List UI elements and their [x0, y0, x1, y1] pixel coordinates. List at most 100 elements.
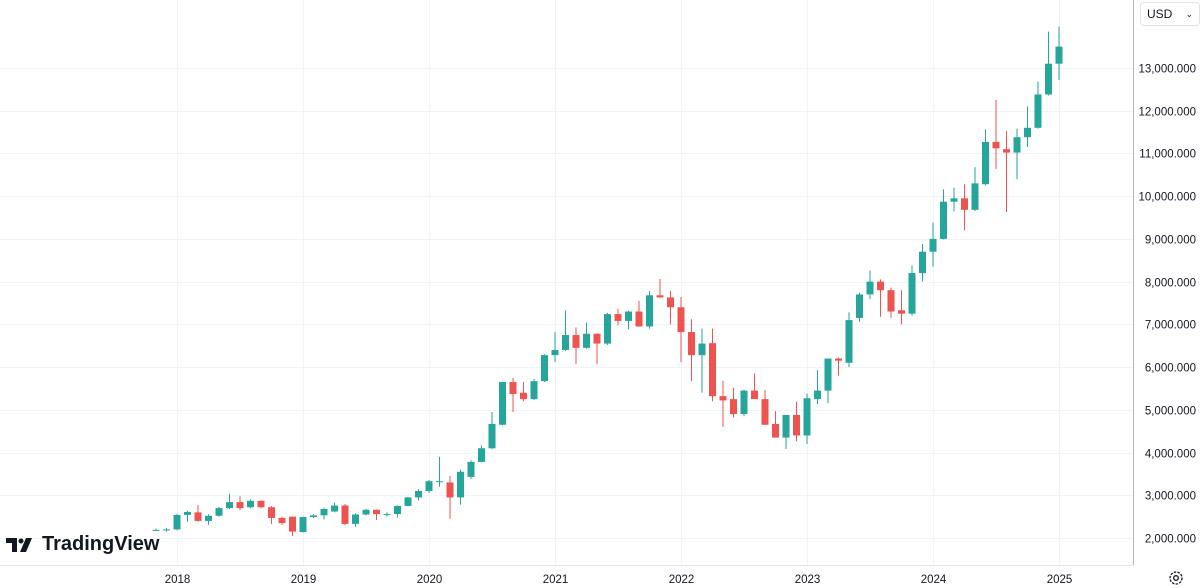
candle-body — [667, 297, 674, 308]
candle[interactable] — [289, 516, 296, 536]
candle[interactable] — [719, 380, 727, 427]
candle[interactable] — [457, 469, 464, 505]
candle[interactable] — [341, 503, 349, 526]
candle[interactable] — [478, 445, 485, 463]
candle[interactable] — [593, 333, 601, 365]
candle[interactable] — [814, 370, 821, 405]
candle[interactable] — [751, 373, 758, 400]
candle[interactable] — [635, 300, 643, 327]
candle-body — [163, 529, 170, 531]
candle[interactable] — [845, 312, 853, 368]
candle[interactable] — [436, 456, 443, 487]
tradingview-logo[interactable]: TradingView — [6, 533, 159, 556]
candle[interactable] — [887, 287, 895, 318]
candle[interactable] — [215, 506, 223, 517]
candle[interactable] — [982, 129, 989, 186]
candle[interactable] — [940, 189, 947, 240]
candle[interactable] — [404, 496, 412, 507]
candle[interactable] — [247, 499, 254, 509]
candle[interactable] — [299, 516, 307, 533]
candle[interactable] — [467, 460, 475, 480]
candle[interactable] — [352, 513, 359, 527]
time-axis[interactable]: 2018 2019 2020 2021 2022 2023 2024 2025 — [165, 574, 1073, 586]
candle[interactable] — [1055, 26, 1063, 80]
gear-icon[interactable] — [1168, 570, 1184, 586]
candle[interactable] — [562, 310, 569, 351]
candle[interactable] — [1045, 31, 1052, 96]
candle[interactable] — [1024, 106, 1031, 148]
candle[interactable] — [425, 479, 433, 494]
candle-body — [1013, 137, 1021, 153]
candle[interactable] — [152, 528, 160, 532]
candle[interactable] — [782, 414, 790, 450]
candle[interactable] — [604, 312, 611, 345]
candle[interactable] — [656, 279, 664, 298]
candle[interactable] — [331, 502, 338, 513]
candle[interactable] — [877, 279, 884, 317]
candle[interactable] — [394, 505, 401, 518]
candle[interactable] — [488, 411, 496, 450]
currency-selector[interactable]: USD ⌄ — [1140, 2, 1200, 26]
y-tick-label: 7,000.000 — [1145, 320, 1196, 332]
candle[interactable] — [310, 514, 317, 519]
candle[interactable] — [898, 290, 905, 325]
candle[interactable] — [268, 505, 275, 524]
candle[interactable] — [509, 377, 517, 412]
candle[interactable] — [583, 322, 590, 349]
candle[interactable] — [278, 516, 286, 526]
candle[interactable] — [257, 500, 265, 509]
candle[interactable] — [614, 308, 622, 326]
candle[interactable] — [499, 382, 506, 426]
candle[interactable] — [320, 508, 328, 520]
candle[interactable] — [1013, 128, 1021, 180]
candle[interactable] — [646, 291, 653, 329]
candle[interactable] — [803, 393, 811, 444]
candle[interactable] — [698, 328, 706, 393]
candle[interactable] — [866, 270, 874, 300]
candle[interactable] — [824, 358, 832, 403]
candle-body — [1045, 63, 1052, 95]
candle[interactable] — [950, 187, 958, 212]
candle[interactable] — [992, 100, 1000, 169]
y-tick-label: 10,000.000 — [1138, 192, 1196, 204]
candle[interactable] — [163, 528, 170, 532]
candle[interactable] — [1003, 131, 1010, 212]
candle[interactable] — [835, 357, 842, 376]
candle[interactable] — [730, 387, 737, 418]
price-axis[interactable]: 2,000.000 3,000.000 4,000.000 5,000.000 6,00… — [1138, 64, 1196, 546]
candle[interactable] — [541, 354, 548, 383]
candle[interactable] — [740, 389, 748, 417]
candle[interactable] — [530, 379, 538, 400]
candle[interactable] — [446, 476, 454, 519]
candle[interactable] — [173, 514, 181, 531]
candle[interactable] — [919, 244, 926, 282]
candle[interactable] — [761, 389, 769, 425]
candle[interactable] — [677, 297, 685, 362]
candle[interactable] — [961, 184, 968, 231]
candle[interactable] — [551, 332, 559, 362]
candle[interactable] — [772, 411, 779, 438]
candle[interactable] — [373, 509, 380, 521]
candle[interactable] — [1034, 81, 1042, 129]
candle[interactable] — [415, 489, 422, 501]
candle[interactable] — [908, 265, 916, 316]
candle[interactable] — [226, 493, 233, 509]
candle[interactable] — [236, 496, 244, 511]
candle[interactable] — [929, 222, 937, 267]
candle[interactable] — [688, 319, 695, 382]
candle[interactable] — [184, 510, 191, 522]
candle[interactable] — [194, 505, 202, 522]
candle[interactable] — [205, 514, 212, 525]
candle[interactable] — [667, 291, 674, 325]
candle[interactable] — [856, 292, 863, 322]
candle[interactable] — [362, 508, 370, 516]
candle[interactable] — [572, 327, 580, 365]
candle[interactable] — [625, 310, 632, 330]
candle[interactable] — [520, 382, 527, 402]
candle[interactable] — [709, 328, 716, 402]
candle-body — [383, 514, 391, 516]
candle[interactable] — [383, 512, 391, 517]
candle[interactable] — [793, 401, 800, 442]
candle[interactable] — [971, 167, 979, 212]
